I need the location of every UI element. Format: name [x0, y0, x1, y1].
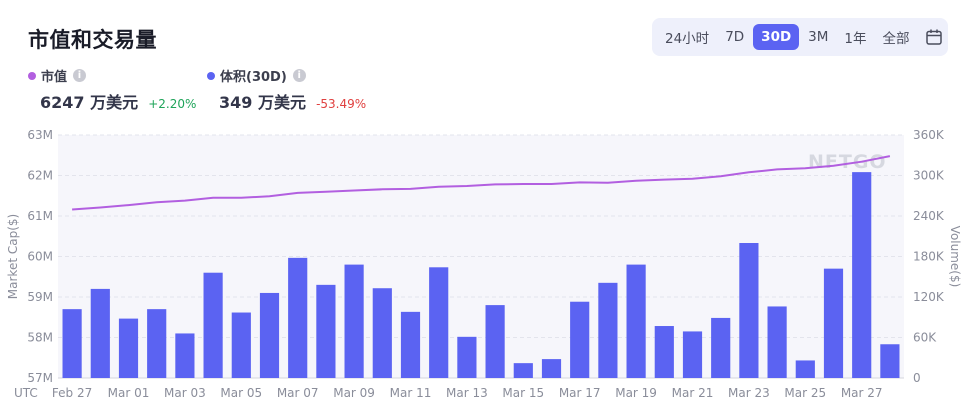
volume-bar — [231, 312, 251, 378]
volume-change: -53.49% — [316, 97, 367, 111]
x-tick-label: Mar 05 — [220, 386, 262, 400]
volume-bar — [654, 326, 674, 378]
y-left-axis-title: Market Cap($) — [6, 214, 20, 299]
volume-bar — [259, 292, 280, 378]
y-left-tick-label: 62M — [27, 169, 53, 183]
legend-market-cap: 市值 i 6247 万美元 +2.20% — [28, 66, 196, 113]
x-tick-label: Mar 21 — [672, 386, 714, 400]
y-right-tick-label: 0 — [913, 371, 921, 385]
time-range-selector: 24小时 7D 30D 3M 1年 全部 — [652, 18, 948, 56]
watermark: NFTGO — [808, 151, 887, 173]
volume-bar — [147, 309, 167, 378]
range-all-button[interactable]: 全部 — [882, 31, 910, 47]
volume-bar — [457, 336, 477, 378]
range-24h-button[interactable]: 24小时 — [665, 31, 710, 47]
volume-label: 体积(30D) — [220, 70, 287, 85]
volume-bar — [795, 360, 815, 378]
y-right-tick-label: 240K — [913, 209, 945, 223]
x-tick-label: Mar 07 — [277, 386, 319, 400]
market-cap-dot — [28, 71, 36, 80]
range-3m-button[interactable]: 3M — [808, 29, 829, 45]
volume-bar — [400, 311, 421, 378]
volume-dot — [207, 71, 215, 80]
volume-bar — [118, 318, 139, 378]
volume-value: 349 万美元 — [219, 93, 306, 112]
volume-bar — [62, 309, 82, 378]
range-1y-button[interactable]: 1年 — [844, 31, 867, 47]
volume-bar — [316, 284, 336, 378]
volume-bar — [90, 288, 110, 378]
x-tick-label: Mar 03 — [164, 386, 206, 400]
x-tick-label: Mar 13 — [446, 386, 488, 400]
x-tick-label: Mar 27 — [841, 386, 883, 400]
x-tick-label: Mar 19 — [615, 386, 657, 400]
legend-volume: 体积(30D) i 349 万美元 -53.49% — [207, 66, 366, 113]
y-left-tick-label: 57M — [27, 371, 53, 385]
range-7d-button[interactable]: 7D — [725, 29, 745, 45]
y-left-tick-label: 61M — [27, 209, 53, 223]
y-right-tick-label: 60K — [913, 331, 937, 345]
x-tick-label: UTC — [14, 386, 38, 400]
volume-bar — [767, 306, 787, 378]
volume-bar — [288, 257, 308, 378]
volume-bar — [682, 331, 703, 378]
calendar-icon[interactable] — [925, 28, 943, 46]
market-cap-value: 6247 万美元 — [40, 93, 139, 112]
y-left-tick-label: 63M — [27, 128, 53, 142]
y-left-tick-label: 59M — [27, 290, 53, 304]
volume-bar — [823, 268, 844, 378]
x-tick-label: Feb 27 — [52, 386, 92, 400]
range-30d-button[interactable]: 30D — [753, 24, 800, 50]
x-tick-label: Mar 11 — [390, 386, 432, 400]
volume-bar — [175, 333, 195, 378]
market-cap-line — [72, 155, 891, 211]
volume-bar — [372, 288, 392, 378]
y-left-tick-label: 58M — [27, 331, 53, 345]
info-icon[interactable]: i — [73, 69, 87, 82]
volume-bar — [598, 282, 618, 378]
market-cap-change: +2.20% — [148, 97, 197, 111]
market-cap-label: 市值 — [41, 70, 68, 85]
volume-bar — [711, 317, 731, 378]
x-tick-label: Mar 01 — [108, 386, 150, 400]
x-tick-label: Mar 25 — [784, 386, 826, 400]
volume-bar — [541, 359, 562, 378]
volume-bar — [880, 344, 900, 378]
page-title: 市值和交易量 — [28, 28, 157, 52]
y-right-tick-label: 300K — [913, 169, 945, 183]
volume-bar — [852, 172, 872, 378]
info-icon[interactable]: i — [292, 69, 306, 82]
x-tick-label: Mar 09 — [333, 386, 375, 400]
x-tick-label: Mar 15 — [502, 386, 544, 400]
y-right-tick-label: 360K — [913, 128, 945, 142]
y-right-axis-title: Volume($) — [948, 226, 962, 288]
volume-bar — [626, 264, 646, 378]
volume-bar — [739, 243, 759, 378]
volume-bar — [344, 264, 364, 378]
y-right-tick-label: 180K — [913, 250, 945, 264]
y-left-tick-label: 60M — [27, 250, 53, 264]
y-right-tick-label: 120K — [913, 290, 945, 304]
x-tick-label: Mar 23 — [728, 386, 770, 400]
volume-bar — [485, 305, 505, 378]
volume-bar — [570, 301, 590, 378]
volume-bar — [429, 267, 449, 378]
volume-bar — [203, 272, 223, 378]
x-tick-label: Mar 17 — [559, 386, 601, 400]
volume-bar — [513, 363, 533, 378]
